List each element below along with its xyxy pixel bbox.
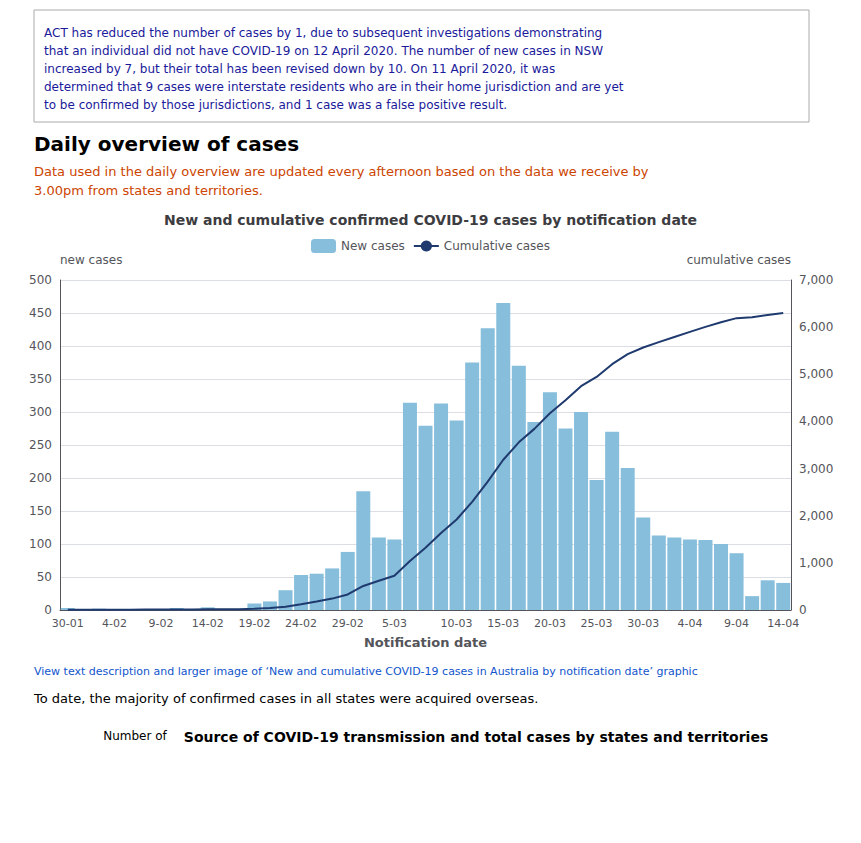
svg-text:new cases: new cases — [60, 253, 122, 267]
svg-text:14-02: 14-02 — [192, 617, 224, 630]
svg-text:300: 300 — [29, 405, 52, 419]
svg-text:14-04: 14-04 — [767, 617, 799, 630]
svg-text:Notification date: Notification date — [364, 635, 487, 650]
svg-text:50: 50 — [37, 570, 52, 584]
svg-text:0: 0 — [799, 603, 807, 617]
svg-text:9-04: 9-04 — [724, 617, 749, 630]
svg-text:5,000: 5,000 — [799, 367, 833, 381]
svg-text:Source of COVID-19 transmissio: Source of COVID-19 transmission and tota… — [184, 729, 768, 745]
svg-text:3.00pm from states and territo: 3.00pm from states and territories. — [34, 183, 263, 198]
svg-text:200: 200 — [29, 471, 52, 485]
svg-text:to be confirmed by those juris: to be confirmed by those jurisdictions, … — [44, 98, 507, 112]
svg-text:cumulative cases: cumulative cases — [687, 253, 791, 267]
svg-text:25-03: 25-03 — [581, 617, 613, 630]
svg-text:View text description and larg: View text description and larger image o… — [34, 665, 698, 678]
svg-text:Cumulative cases: Cumulative cases — [444, 239, 550, 253]
svg-text:7,000: 7,000 — [799, 273, 833, 287]
svg-text:ACT has reduced the number of: ACT has reduced the number of cases by 1… — [44, 26, 602, 40]
svg-text:4-02: 4-02 — [102, 617, 127, 630]
svg-text:4,000: 4,000 — [799, 414, 833, 428]
svg-text:Number of: Number of — [103, 729, 167, 743]
svg-text:4-04: 4-04 — [677, 617, 702, 630]
svg-text:15-03: 15-03 — [487, 617, 519, 630]
svg-text:9-02: 9-02 — [149, 617, 174, 630]
svg-text:350: 350 — [29, 372, 52, 386]
svg-text:0: 0 — [44, 603, 52, 617]
svg-text:Daily overview of cases: Daily overview of cases — [34, 132, 299, 156]
svg-text:30-01: 30-01 — [52, 617, 84, 630]
svg-text:30-03: 30-03 — [627, 617, 659, 630]
svg-text:determined that 9 cases were i: determined that 9 cases were interstate … — [44, 80, 624, 94]
svg-text:3,000: 3,000 — [799, 462, 833, 476]
svg-text:1,000: 1,000 — [799, 556, 833, 570]
svg-text:6,000: 6,000 — [799, 320, 833, 334]
svg-text:19-02: 19-02 — [238, 617, 270, 630]
svg-text:400: 400 — [29, 339, 52, 353]
svg-text:100: 100 — [29, 537, 52, 551]
svg-text:New and cumulative confirmed C: New and cumulative confirmed COVID-19 ca… — [164, 212, 697, 228]
svg-text:To date, the majority of confi: To date, the majority of confirmed cases… — [33, 691, 538, 706]
svg-text:500: 500 — [29, 273, 52, 287]
svg-text:20-03: 20-03 — [534, 617, 566, 630]
svg-text:New cases: New cases — [341, 239, 405, 253]
svg-text:24-02: 24-02 — [285, 617, 317, 630]
svg-text:that an individual did not hav: that an individual did not have COVID-19… — [44, 44, 603, 58]
svg-text:increased by 7, but their tota: increased by 7, but their total has been… — [44, 62, 555, 76]
svg-text:5-03: 5-03 — [382, 617, 407, 630]
svg-text:29-02: 29-02 — [332, 617, 364, 630]
svg-text:450: 450 — [29, 306, 52, 320]
svg-text:150: 150 — [29, 504, 52, 518]
svg-text:2,000: 2,000 — [799, 509, 833, 523]
svg-text:250: 250 — [29, 438, 52, 452]
svg-text:10-03: 10-03 — [441, 617, 473, 630]
svg-text:Data used in the daily overvie: Data used in the daily overview are upda… — [34, 164, 649, 179]
